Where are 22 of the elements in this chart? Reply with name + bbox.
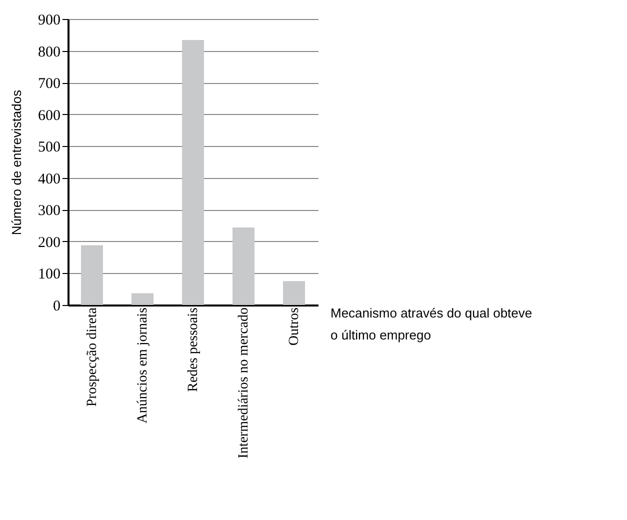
x-tick-label: Anúncios em jornais xyxy=(135,308,150,424)
y-tick-label: 900 xyxy=(38,12,60,28)
bar xyxy=(182,40,204,305)
bar xyxy=(232,227,255,305)
y-tick-label: 400 xyxy=(38,171,60,188)
bar xyxy=(80,245,103,305)
y-tick-label: 700 xyxy=(38,76,60,92)
y-tick-label: 500 xyxy=(38,140,60,156)
x-tick-label: Redes pessoais xyxy=(186,308,201,392)
bar xyxy=(131,293,154,305)
x-tick-label: Prospecção direta xyxy=(84,306,100,407)
y-tick-label: 200 xyxy=(38,234,60,251)
bar xyxy=(283,281,306,305)
y-tick-label: 800 xyxy=(38,44,60,60)
y-axis-title: Número de entrevistados xyxy=(9,89,24,236)
x-tick-label: Outros xyxy=(287,308,302,346)
x-tick-label: Intermediários no mercado xyxy=(236,308,252,458)
y-tick-label: 100 xyxy=(38,266,60,283)
x-axis-title: Mecanismo através do qual obteve o último emprego xyxy=(330,306,532,342)
y-tick-label: 0 xyxy=(53,298,60,314)
y-tick-label: 300 xyxy=(38,203,60,220)
y-tick-label: 600 xyxy=(38,108,60,124)
